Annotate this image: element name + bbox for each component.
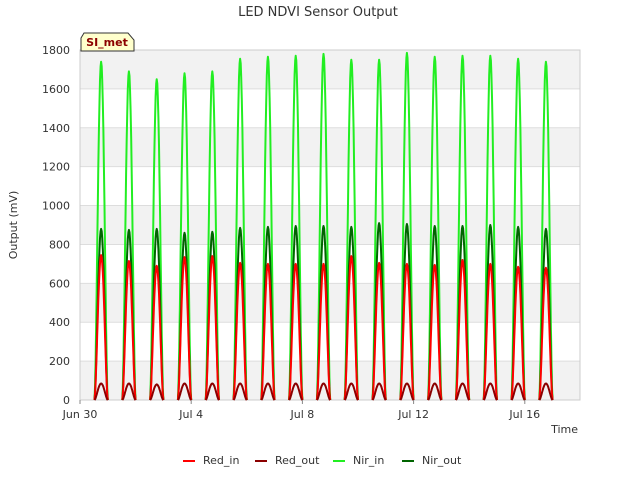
legend-item: Nir_out — [402, 454, 462, 467]
x-tick-label: Jul 4 — [178, 408, 203, 421]
chart-title: LED NDVI Sensor Output — [238, 5, 398, 20]
site-badge: SI_met — [80, 32, 135, 52]
series-lines — [93, 51, 554, 401]
y-tick-label: 600 — [49, 277, 70, 290]
legend-label: Nir_out — [422, 454, 462, 467]
legend: Red_in Red_out Nir_in Nir_out — [183, 454, 462, 467]
site-badge-shape — [80, 32, 135, 52]
background-band — [80, 283, 580, 323]
y-axis-label: Output (mV) — [7, 191, 20, 260]
x-axis-label: Time — [550, 423, 578, 436]
legend-item: Nir_in — [333, 454, 384, 467]
legend-item: Red_in — [183, 454, 239, 467]
y-tick-label: 800 — [49, 238, 70, 251]
site-badge-label: SI_met — [86, 36, 128, 49]
y-tick-label: 1200 — [42, 161, 70, 174]
x-axis-ticks: Jun 30 Jul 4 Jul 8 Jul 12 Jul 16 — [62, 400, 540, 421]
y-tick-label: 1400 — [42, 122, 70, 135]
y-tick-label: 400 — [49, 316, 70, 329]
x-tick-label: Jul 12 — [397, 408, 429, 421]
x-tick-label: Jul 16 — [508, 408, 540, 421]
legend-label: Nir_in — [353, 454, 384, 467]
background-band — [80, 50, 580, 89]
series-line-red-out — [93, 382, 554, 401]
y-tick-label: 200 — [49, 355, 70, 368]
y-tick-label: 1000 — [42, 200, 70, 213]
series-line-nir-in — [93, 51, 554, 401]
plot-background-bands — [80, 50, 580, 400]
background-band — [80, 127, 580, 167]
legend-label: Red_out — [275, 454, 320, 467]
y-tick-label: 0 — [63, 394, 70, 407]
x-tick-label: Jul 8 — [290, 408, 315, 421]
x-tick-label: Jun 30 — [62, 408, 98, 421]
legend-item: Red_out — [255, 454, 320, 467]
legend-label: Red_in — [203, 454, 239, 467]
y-tick-label: 1800 — [42, 44, 70, 57]
series-line-nir-out — [93, 222, 554, 401]
series-line-red-in — [93, 254, 554, 401]
background-band — [80, 205, 580, 245]
y-tick-label: 1600 — [42, 83, 70, 96]
y-axis-ticks: 0 200 400 600 800 1000 1200 1400 1600 1800 — [42, 44, 70, 407]
